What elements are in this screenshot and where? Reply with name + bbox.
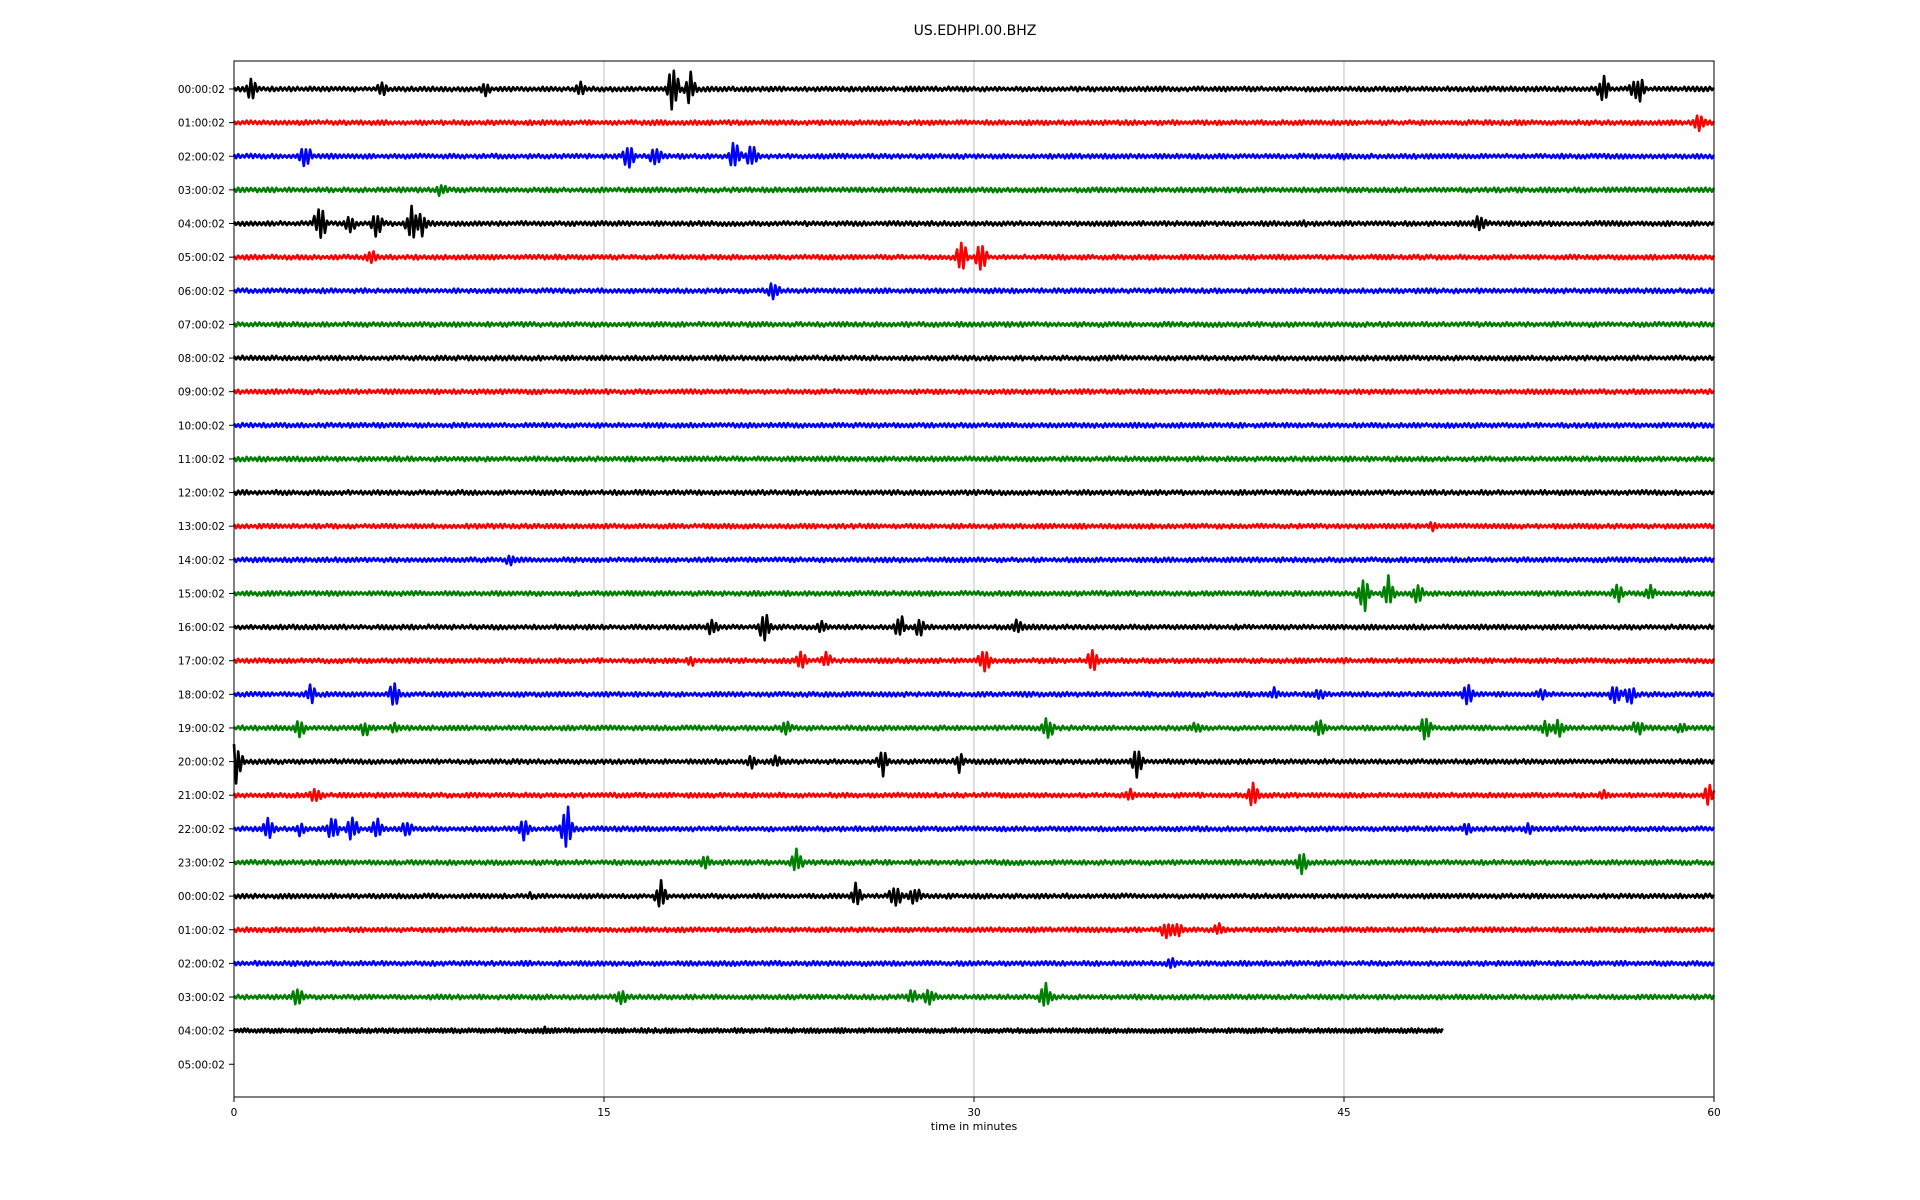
trace-line bbox=[232, 805, 1716, 848]
x-tick-label: 15 bbox=[597, 1107, 610, 1119]
trace-line bbox=[232, 1025, 1444, 1035]
y-tick-label: 13:00:02 bbox=[178, 521, 225, 533]
y-tick-label: 22:00:02 bbox=[178, 824, 225, 836]
y-tick-label: 21:00:02 bbox=[178, 790, 225, 802]
y-tick-label: 11:00:02 bbox=[178, 454, 225, 466]
x-tick-label: 60 bbox=[1707, 1107, 1720, 1119]
y-tick-label: 23:00:02 bbox=[178, 857, 225, 869]
trace-line bbox=[232, 204, 1716, 239]
trace-line bbox=[232, 879, 1716, 908]
trace-line bbox=[232, 241, 1716, 271]
y-tick-label: 15:00:02 bbox=[178, 588, 225, 600]
trace-line bbox=[232, 354, 1716, 362]
y-tick-label: 07:00:02 bbox=[178, 319, 225, 331]
trace-line bbox=[232, 922, 1716, 940]
y-tick-label: 09:00:02 bbox=[178, 387, 225, 399]
trace-line bbox=[232, 649, 1716, 673]
trace-line bbox=[233, 717, 1716, 741]
trace-line bbox=[232, 744, 1716, 785]
y-tick-label: 06:00:02 bbox=[178, 286, 225, 298]
trace-line bbox=[232, 421, 1716, 429]
y-tick-label: 02:00:02 bbox=[178, 958, 225, 970]
chart-title: US.EDHPI.00.BHZ bbox=[914, 23, 1037, 39]
trace-line bbox=[232, 847, 1716, 876]
trace-line bbox=[232, 489, 1716, 497]
y-tick-label: 05:00:02 bbox=[178, 252, 225, 264]
y-tick-label: 18:00:02 bbox=[178, 689, 225, 701]
y-tick-label: 17:00:02 bbox=[178, 656, 225, 668]
y-tick-label: 05:00:02 bbox=[178, 1059, 225, 1071]
trace-line bbox=[232, 141, 1716, 169]
trace-line bbox=[232, 957, 1716, 969]
trace-line bbox=[233, 981, 1716, 1007]
grid-lines bbox=[603, 61, 1345, 1097]
y-tick-label: 16:00:02 bbox=[178, 622, 225, 634]
y-tick-label: 08:00:02 bbox=[178, 353, 225, 365]
y-tick-labels: 00:00:02 01:00:02 02:00:02 03:00:02 04:00:02… bbox=[178, 84, 234, 1071]
trace-rows bbox=[232, 69, 1716, 1035]
y-tick-label: 00:00:02 bbox=[178, 84, 225, 96]
trace-line bbox=[232, 455, 1716, 463]
y-tick-label: 10:00:02 bbox=[178, 420, 225, 432]
trace-line bbox=[232, 613, 1716, 642]
y-tick-label: 14:00:02 bbox=[178, 555, 225, 567]
trace-line bbox=[232, 69, 1715, 111]
trace-line bbox=[232, 320, 1716, 328]
trace-line bbox=[232, 781, 1716, 807]
y-tick-label: 04:00:02 bbox=[178, 219, 225, 231]
y-tick-label: 02:00:02 bbox=[178, 151, 225, 163]
x-axis-label: time in minutes bbox=[931, 1120, 1018, 1133]
trace-line bbox=[232, 282, 1716, 301]
y-tick-label: 20:00:02 bbox=[178, 757, 225, 769]
trace-line bbox=[232, 521, 1716, 533]
x-tick-label: 30 bbox=[967, 1107, 980, 1119]
x-axis: 0 15 30 45 60 bbox=[231, 1097, 1721, 1119]
y-tick-label: 04:00:02 bbox=[178, 1026, 225, 1038]
plot-frame bbox=[233, 60, 1715, 1098]
y-tick-label: 03:00:02 bbox=[178, 992, 225, 1004]
x-tick-label: 0 bbox=[231, 1107, 238, 1119]
trace-line bbox=[232, 114, 1716, 133]
y-tick-label: 03:00:02 bbox=[178, 185, 225, 197]
y-tick-label: 01:00:02 bbox=[178, 925, 225, 937]
trace-line bbox=[232, 554, 1716, 567]
y-tick-label: 01:00:02 bbox=[178, 118, 225, 130]
trace-line bbox=[232, 184, 1716, 198]
trace-line bbox=[232, 574, 1716, 613]
x-tick-label: 45 bbox=[1337, 1107, 1350, 1119]
y-tick-label: 19:00:02 bbox=[178, 723, 225, 735]
y-tick-label: 12:00:02 bbox=[178, 488, 225, 500]
trace-line bbox=[232, 682, 1716, 706]
trace-line bbox=[232, 388, 1715, 396]
y-tick-label: 00:00:02 bbox=[178, 891, 225, 903]
